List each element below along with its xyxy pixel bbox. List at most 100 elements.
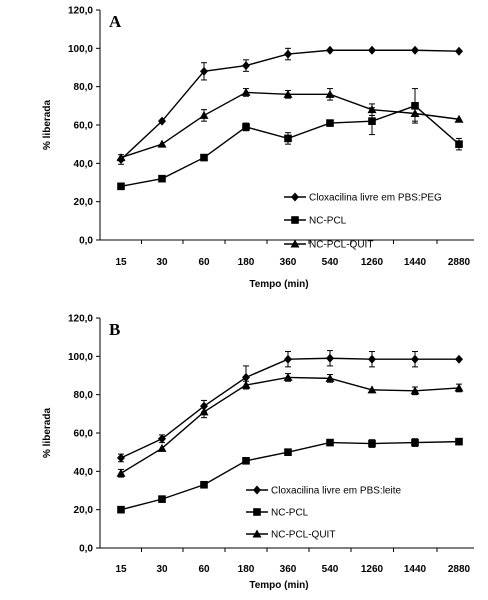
series-line [120,376,460,474]
y-axis-label: % liberada [42,100,53,150]
data-point [410,109,420,117]
y-tick-label: 20,0 [74,505,94,516]
legend-marker [252,529,262,538]
legend-marker [253,508,261,516]
series-line [120,91,460,159]
x-tick-label: 1260 [361,257,384,268]
panel-letter: A [109,12,122,31]
legend-item: NC-PCL-QUIT [246,529,335,541]
legend-marker [253,485,261,495]
y-axis-label: % liberada [42,408,53,458]
x-tick-label: 2880 [448,564,471,575]
x-tick-label: 360 [280,564,297,575]
data-point [326,353,334,363]
legend-marker [290,239,300,248]
data-point [284,49,292,59]
data-point [411,45,419,55]
data-point [117,505,125,514]
x-tick-label: 540 [322,257,339,268]
data-point [283,372,293,381]
y-tick-label: 120,0 [68,6,93,17]
data-point [455,354,463,364]
legend-item: Cloxacilina livre em PBS:PEG [284,192,442,204]
x-tick-label: 60 [198,257,210,268]
data-point [368,117,376,125]
x-tick-label: 15 [115,564,127,575]
data-point [157,139,167,148]
chart-panel-b: 0,0 20,0 40,0 60,0 80,0 100,0 120,0 15 30 60 180 36… [42,314,474,591]
data-point [410,386,420,395]
data-point [158,116,166,126]
data-point [200,66,208,76]
x-tick-label: 540 [322,564,339,575]
data-point [325,89,335,98]
data-point [455,46,463,56]
legend-label: NC-PCL [309,216,347,227]
x-tick-label: 30 [156,564,168,575]
y-tick-label: 60,0 [74,121,94,132]
legend-label: NC-PCL [271,508,309,519]
series-triangle [116,87,464,162]
series-triangle [116,372,464,478]
data-point [411,354,419,364]
data-point [242,372,250,382]
data-point [200,153,208,162]
data-point [242,61,250,71]
x-tick-label: 30 [156,257,168,268]
data-point [368,439,376,448]
data-point [158,434,166,444]
series-diamond [117,45,463,165]
data-point [199,110,209,119]
data-point [325,373,335,382]
y-tick-label: 20,0 [74,197,94,208]
series-diamond [117,350,463,463]
data-point [283,89,293,98]
y-tick-label: 100,0 [68,44,93,55]
data-point [241,380,251,389]
data-point [368,45,376,55]
x-tick-label: 360 [280,257,297,268]
data-point [454,383,464,392]
y-tick-label: 40,0 [74,159,94,170]
y-tick-label: 120,0 [68,314,93,325]
x-tick-label: 180 [238,257,255,268]
y-tick-label: 60,0 [74,429,94,440]
data-point [158,174,166,183]
y-tick-label: 40,0 [74,467,94,478]
data-point [242,123,250,131]
x-tick-label: 2880 [448,257,471,268]
data-point [117,453,125,463]
data-point [200,480,208,489]
legend-label: NC-PCL-QUIT [309,240,373,251]
legend-item: NC-PCL [246,508,309,519]
data-point [158,495,166,503]
legend-marker [291,192,299,202]
y-tick-label: 80,0 [74,390,94,401]
data-point [241,87,251,96]
y-tick-label: 0,0 [79,544,93,555]
data-point [367,105,377,114]
data-point [157,443,167,452]
x-tick-label: 180 [238,564,255,575]
legend-label: Cloxacilina livre em PBS:leite [271,486,401,497]
data-point [367,385,377,394]
legend-marker [291,216,299,224]
legend-item: NC-PCL-QUIT [284,239,373,251]
legend-label: Cloxacilina livre em PBS:PEG [309,193,442,204]
data-point [368,354,376,364]
x-axis-label: Tempo (min) [249,279,308,290]
data-point [284,134,292,143]
data-point [242,456,250,465]
data-point [454,114,464,123]
data-point [455,140,463,148]
data-point [326,45,334,55]
series-square [117,437,463,514]
y-tick-label: 0,0 [79,236,93,247]
data-point [117,182,125,191]
x-tick-label: 1440 [404,257,427,268]
legend-label: NC-PCL-QUIT [271,530,335,541]
legend-item: Cloxacilina livre em PBS:leite [246,485,401,497]
x-tick-label: 60 [198,564,210,575]
x-axis-label: Tempo (min) [249,580,308,591]
